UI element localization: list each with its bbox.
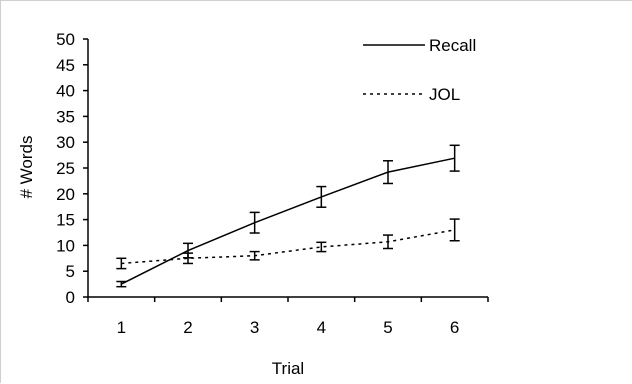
jol-error-bar <box>316 241 327 253</box>
jol-error-bar <box>116 257 127 270</box>
recall-error-bar <box>116 280 127 288</box>
series-layer <box>116 144 460 288</box>
y-tick-label: 20 <box>56 185 75 204</box>
x-axis-ticks: 1 2 3 4 5 6 <box>87 297 489 337</box>
y-tick-label: 40 <box>56 82 75 101</box>
x-axis-title: Trial <box>272 359 304 378</box>
recall-error-bar <box>249 211 260 234</box>
legend: Recall JOL <box>363 36 476 104</box>
y-tick-label: 35 <box>56 107 75 126</box>
y-tick-label: 0 <box>66 288 75 307</box>
y-axis-title: # Words <box>17 136 36 199</box>
legend-recall-label: Recall <box>429 36 476 55</box>
jol-error-bar <box>183 252 193 265</box>
recall-error-bar <box>316 185 327 208</box>
jol-error-bar <box>249 250 260 261</box>
x-tick-label: 5 <box>383 318 392 337</box>
axes <box>87 39 488 298</box>
jol-error-bar <box>383 234 393 250</box>
x-tick-label: 2 <box>183 318 192 337</box>
y-tick-label: 5 <box>66 262 75 281</box>
y-tick-label: 10 <box>56 236 75 255</box>
y-tick-label: 15 <box>56 211 75 230</box>
x-tick-label: 6 <box>450 318 459 337</box>
recall-error-bar <box>383 160 393 185</box>
y-axis-ticks: 0 5 10 15 20 25 30 35 40 45 50 <box>56 30 88 307</box>
y-tick-label: 45 <box>56 56 75 75</box>
y-tick-label: 50 <box>56 30 75 49</box>
y-tick-label: 25 <box>56 159 75 178</box>
legend-jol-label: JOL <box>429 85 460 104</box>
jol-error-bar <box>449 218 460 242</box>
recall-error-bar <box>449 144 460 172</box>
x-tick-label: 4 <box>317 318 326 337</box>
x-tick-label: 3 <box>250 318 259 337</box>
recall-series-line <box>120 157 455 285</box>
y-tick-label: 30 <box>56 133 75 152</box>
x-tick-label: 1 <box>117 318 126 337</box>
